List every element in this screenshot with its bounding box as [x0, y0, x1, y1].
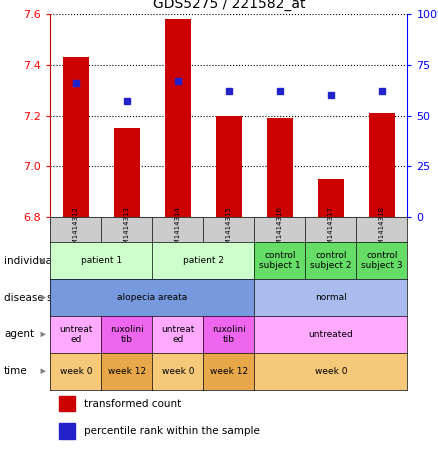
Text: week 12: week 12 — [108, 366, 146, 376]
Bar — [369, 113, 395, 217]
Bar — [114, 128, 140, 217]
Bar — [216, 116, 242, 217]
Bar — [59, 423, 75, 439]
Text: agent: agent — [4, 329, 34, 339]
Bar — [59, 396, 75, 411]
Text: transformed count: transformed count — [84, 399, 181, 409]
Text: week 0: week 0 — [314, 366, 347, 376]
Text: GSM1414313: GSM1414313 — [124, 207, 130, 253]
Text: individual: individual — [4, 256, 55, 266]
Text: alopecia areata: alopecia areata — [117, 293, 187, 302]
Text: control
subject 2: control subject 2 — [310, 251, 352, 270]
Text: week 12: week 12 — [210, 366, 248, 376]
Text: GSM1414316: GSM1414316 — [277, 207, 283, 253]
Text: disease state: disease state — [4, 293, 74, 303]
Text: GSM1414318: GSM1414318 — [379, 207, 385, 253]
Bar — [165, 19, 191, 217]
Text: patient 1: patient 1 — [81, 256, 122, 265]
Text: ruxolini
tib: ruxolini tib — [110, 325, 144, 344]
Text: GSM1414312: GSM1414312 — [73, 207, 79, 253]
Text: week 0: week 0 — [60, 366, 92, 376]
Text: control
subject 3: control subject 3 — [361, 251, 403, 270]
Bar — [63, 57, 88, 217]
Text: untreat
ed: untreat ed — [161, 325, 194, 344]
Text: control
subject 1: control subject 1 — [259, 251, 300, 270]
Text: ruxolini
tib: ruxolini tib — [212, 325, 246, 344]
Text: week 0: week 0 — [162, 366, 194, 376]
Text: untreat
ed: untreat ed — [59, 325, 92, 344]
Bar — [318, 179, 343, 217]
Text: GSM1414315: GSM1414315 — [226, 207, 232, 253]
Title: GDS5275 / 221582_at: GDS5275 / 221582_at — [152, 0, 305, 11]
Text: GSM1414317: GSM1414317 — [328, 207, 334, 253]
Text: untreated: untreated — [308, 330, 353, 339]
Bar — [267, 118, 293, 217]
Text: time: time — [4, 366, 28, 376]
Text: patient 2: patient 2 — [183, 256, 224, 265]
Text: normal: normal — [315, 293, 347, 302]
Text: percentile rank within the sample: percentile rank within the sample — [84, 426, 260, 436]
Text: GSM1414314: GSM1414314 — [175, 207, 181, 253]
